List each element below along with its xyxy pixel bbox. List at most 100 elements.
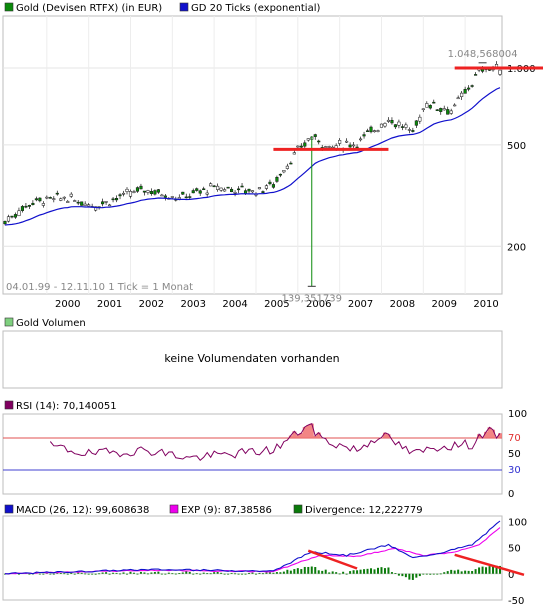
divergence-bar — [59, 573, 62, 574]
legend-div-swatch — [293, 504, 303, 514]
divergence-bar — [230, 572, 233, 574]
candle-body — [38, 197, 42, 202]
divergence-bar — [383, 568, 386, 574]
candle-body — [474, 74, 478, 76]
candle-body — [104, 201, 108, 203]
divergence-bar — [164, 573, 167, 575]
divergence-bar — [450, 569, 453, 574]
divergence-bar — [418, 573, 421, 577]
volume-message: keine Volumendaten vorhanden — [164, 352, 339, 365]
divergence-bar — [387, 567, 390, 574]
candle-body — [226, 186, 230, 189]
macd-line — [5, 520, 501, 575]
divergence-bar — [474, 569, 477, 574]
legend-volume-label: Gold Volumen — [16, 318, 86, 329]
divergence-bar — [370, 568, 373, 574]
candle-body — [390, 120, 394, 124]
divergence-bar — [248, 573, 251, 574]
divergence-bar — [185, 571, 188, 574]
macd-plot-area — [2, 515, 503, 601]
divergence-bar — [314, 567, 317, 574]
price-y-ticks: 1.000500200 — [507, 64, 536, 253]
candle-body — [69, 193, 73, 197]
macd-y-tick: 50 — [508, 544, 521, 555]
divergence-bar — [265, 572, 268, 574]
divergence-bar — [300, 569, 303, 574]
candle-body — [125, 188, 129, 192]
divergence-bar — [202, 572, 205, 574]
divergence-bar — [467, 570, 470, 574]
price-y-tick: 200 — [507, 242, 526, 253]
candle-body — [338, 140, 342, 144]
divergence-bar — [394, 573, 397, 574]
rsi-tick-70: 70 — [508, 433, 521, 444]
candle-body — [121, 192, 126, 195]
candle-body — [303, 142, 307, 147]
candle-body — [362, 134, 366, 137]
divergence-bar — [129, 571, 132, 574]
candle-body — [404, 124, 408, 128]
divergence-bar — [234, 573, 237, 575]
candle-body — [3, 221, 7, 225]
candle-body — [414, 120, 418, 126]
divergence-bar — [380, 567, 383, 574]
rsi-tick-50: 50 — [508, 449, 521, 460]
divergence-bar — [80, 572, 83, 574]
divergence-bar — [49, 573, 52, 575]
candle-body — [470, 85, 474, 87]
divergence-bar — [101, 572, 104, 574]
candle-body — [271, 184, 275, 188]
macd-y-tick: -50 — [508, 596, 524, 606]
divergence-bar — [143, 572, 146, 574]
divergence-bar — [261, 573, 264, 575]
divergence-bar — [453, 570, 456, 574]
trend-mark-macd-2 — [454, 553, 525, 577]
legend-rsi-label: RSI (14): 70,140051 — [16, 401, 117, 412]
candle-body — [83, 203, 87, 206]
low-label: 139,351739 — [282, 293, 342, 304]
divergence-bar — [324, 569, 327, 574]
price-panel: 1.000500200 2000200120022003200420052006… — [2, 15, 543, 310]
legend-ma-label: GD 20 Ticks (exponential) — [191, 3, 320, 14]
year-label: 2010 — [473, 299, 498, 310]
ma-line — [4, 87, 501, 226]
candle-body — [299, 145, 303, 148]
candle-body — [135, 187, 140, 192]
divergence-bar — [115, 572, 118, 574]
divergence-bar — [174, 573, 177, 575]
trend-mark-macd-1 — [307, 549, 358, 570]
candle-body — [313, 134, 317, 137]
candle-body — [345, 140, 349, 143]
legend-exp-label: EXP (9): 87,38586 — [181, 505, 272, 516]
candle-body — [177, 197, 181, 200]
candle-body — [240, 185, 244, 188]
year-label: 2006 — [306, 299, 331, 310]
candle-body — [219, 187, 223, 191]
divergence-bar — [216, 572, 219, 574]
candle-body — [160, 194, 164, 197]
divergence-bar — [192, 573, 195, 575]
candle-body — [153, 190, 157, 195]
candle-body — [209, 183, 213, 187]
candle-body — [142, 190, 146, 193]
divergence-bar — [293, 569, 296, 574]
divergence-bar — [91, 573, 94, 575]
candle-body — [446, 109, 450, 115]
divergence-bar — [342, 571, 345, 574]
divergence-bar — [254, 573, 257, 575]
candle-body — [324, 146, 328, 148]
candle-body — [27, 205, 31, 207]
year-label: 2001 — [97, 299, 122, 310]
candle-body — [212, 185, 216, 188]
candle-body — [432, 101, 436, 104]
divergence-bar — [359, 569, 362, 574]
divergence-bar — [272, 572, 275, 574]
rsi-tick-0: 0 — [508, 489, 514, 500]
divergence-bar — [460, 571, 463, 574]
divergence-bars — [4, 565, 501, 580]
divergence-bar — [136, 573, 139, 575]
candle-body — [149, 191, 153, 194]
candle-body — [411, 130, 415, 132]
candle-body — [94, 206, 98, 211]
divergence-bar — [28, 573, 31, 575]
